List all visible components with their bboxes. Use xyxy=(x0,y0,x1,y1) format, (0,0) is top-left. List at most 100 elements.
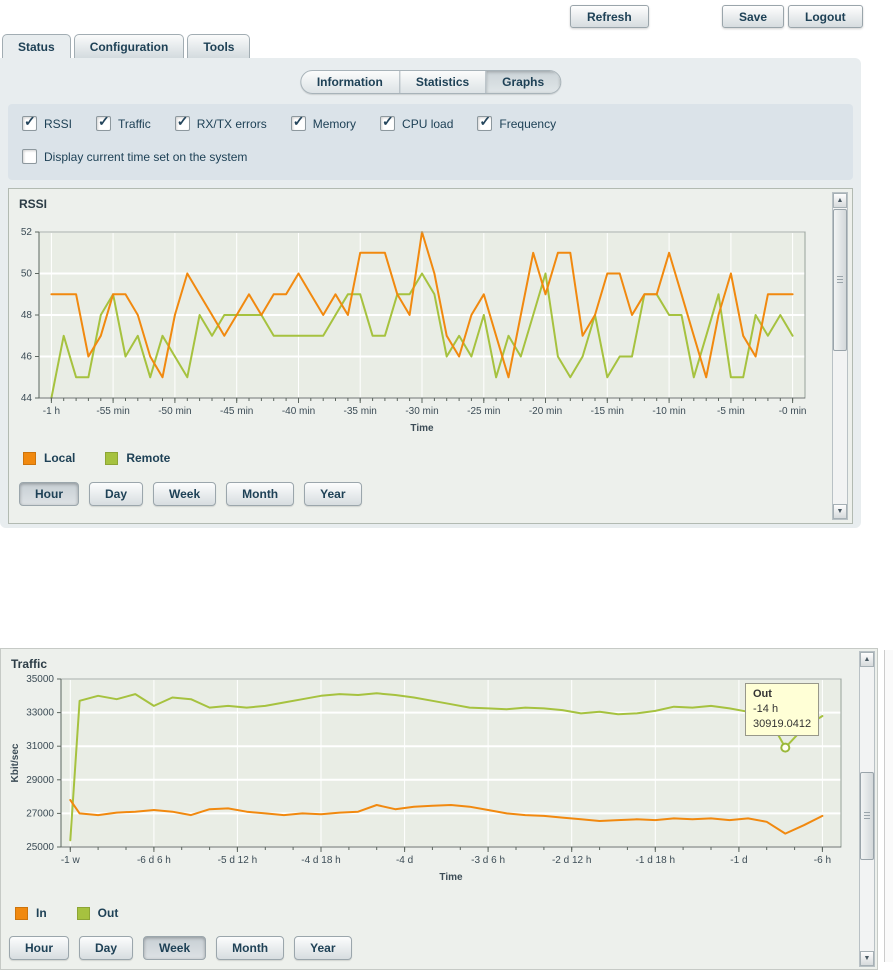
svg-text:-5 min: -5 min xyxy=(717,406,745,417)
display-time-row: ✓ Display current time set on the system xyxy=(22,149,247,164)
checkbox-frequency[interactable]: ✓ Frequency xyxy=(477,113,557,131)
svg-text:Time: Time xyxy=(439,872,463,883)
scrollbar-thumb[interactable] xyxy=(860,772,874,860)
checkbox-rxtx-errors[interactable]: ✓ RX/TX errors xyxy=(174,113,267,131)
svg-text:-6 h: -6 h xyxy=(814,855,831,866)
checkbox-rssi[interactable]: ✓ RSSI xyxy=(22,113,73,131)
scroll-down-icon[interactable]: ▼ xyxy=(833,504,847,519)
checkbox-label: RX/TX errors xyxy=(196,116,267,131)
check-icon: ✓ xyxy=(98,113,110,129)
svg-text:-25 min: -25 min xyxy=(467,406,500,417)
checkbox-label: Frequency xyxy=(499,116,557,131)
svg-text:-20 min: -20 min xyxy=(529,406,562,417)
sub-tabs: Information Statistics Graphs xyxy=(299,70,562,94)
main-tabs: Status Configuration Tools xyxy=(2,34,251,60)
scroll-up-icon[interactable]: ▲ xyxy=(833,193,847,208)
scrollbar-thumb[interactable] xyxy=(833,209,847,351)
cpu-checkbox-box[interactable]: ✓ xyxy=(380,113,396,131)
check-icon: ✓ xyxy=(382,113,394,129)
rssi-chart-panel: RSSI -1 h -55 min -50 min -45 min -40 min -35… xyxy=(8,188,853,524)
rssi-legend: Local Remote xyxy=(23,451,170,465)
in-color-swatch xyxy=(15,906,28,920)
legend-label: Local xyxy=(44,451,76,465)
tab-tools[interactable]: Tools xyxy=(187,34,251,60)
checkbox-label: RSSI xyxy=(44,116,73,131)
traffic-week-button[interactable]: Week xyxy=(143,936,207,960)
traffic-scrollbar[interactable]: ▲ ▼ xyxy=(859,651,875,967)
checkbox-traffic[interactable]: ✓ Traffic xyxy=(96,113,151,131)
tooltip-series: Out xyxy=(753,688,772,700)
svg-text:-1 d: -1 d xyxy=(730,855,747,866)
display-time-checkbox-box[interactable]: ✓ xyxy=(22,149,37,164)
rssi-hour-button[interactable]: Hour xyxy=(19,482,79,506)
frequency-checkbox-box[interactable]: ✓ xyxy=(477,113,493,131)
remote-color-swatch xyxy=(105,451,119,465)
svg-text:46: 46 xyxy=(21,352,33,363)
traffic-chart-title: Traffic xyxy=(11,657,48,671)
svg-text:33000: 33000 xyxy=(26,708,54,719)
save-button[interactable]: Save xyxy=(722,5,785,28)
svg-text:Time: Time xyxy=(410,423,434,434)
rssi-year-button[interactable]: Year xyxy=(304,482,362,506)
subtab-statistics[interactable]: Statistics xyxy=(398,71,485,93)
local-color-swatch xyxy=(23,451,36,465)
status-panel: Information Statistics Graphs ✓ RSSI ✓ T… xyxy=(0,58,861,528)
svg-text:-35 min: -35 min xyxy=(344,406,377,417)
tab-configuration[interactable]: Configuration xyxy=(73,34,185,60)
traffic-chart: -1 w -6 d 6 h -5 d 12 h -4 d 18 h -4 d -3 d 6… xyxy=(5,667,855,892)
check-icon: ✓ xyxy=(176,113,189,129)
legend-item-local: Local xyxy=(23,451,75,465)
svg-text:-50 min: -50 min xyxy=(158,406,191,417)
checkbox-label: Memory xyxy=(312,116,357,131)
checkbox-cpu-load[interactable]: ✓ CPU load xyxy=(380,113,454,131)
svg-text:-55 min: -55 min xyxy=(96,406,129,417)
subtab-information[interactable]: Information xyxy=(316,75,383,89)
rssi-scrollbar[interactable]: ▲ ▼ xyxy=(832,192,848,520)
rssi-week-button[interactable]: Week xyxy=(153,482,217,506)
svg-text:-4 d 18 h: -4 d 18 h xyxy=(301,855,340,866)
svg-text:35000: 35000 xyxy=(26,674,54,685)
svg-text:-1 w: -1 w xyxy=(61,855,81,866)
svg-text:-5 d 12 h: -5 d 12 h xyxy=(218,855,257,866)
memory-checkbox-box[interactable]: ✓ xyxy=(290,113,306,131)
traffic-month-button[interactable]: Month xyxy=(216,936,285,960)
svg-text:50: 50 xyxy=(21,269,33,280)
legend-label: In xyxy=(36,906,47,920)
svg-text:-1 h: -1 h xyxy=(43,406,60,417)
scroll-down-icon[interactable]: ▼ xyxy=(860,951,874,966)
checkbox-display-time[interactable]: ✓ Display current time set on the system xyxy=(22,149,247,164)
checkbox-memory[interactable]: ✓ Memory xyxy=(290,113,357,131)
rssi-checkbox-box[interactable]: ✓ xyxy=(22,113,37,131)
subtab-graphs[interactable]: Graphs xyxy=(485,71,561,93)
scroll-up-icon[interactable]: ▲ xyxy=(860,652,874,667)
svg-text:-6 d 6 h: -6 d 6 h xyxy=(137,855,171,866)
svg-text:-15 min: -15 min xyxy=(591,406,624,417)
traffic-hour-button[interactable]: Hour xyxy=(9,936,69,960)
check-icon: ✓ xyxy=(479,113,492,129)
checkbox-label: CPU load xyxy=(402,116,454,131)
rssi-month-button[interactable]: Month xyxy=(226,482,295,506)
svg-text:-0 min: -0 min xyxy=(779,406,807,417)
traffic-checkbox-box[interactable]: ✓ xyxy=(96,113,112,131)
refresh-button[interactable]: Refresh xyxy=(570,5,649,28)
checkbox-label: Traffic xyxy=(118,116,151,131)
svg-text:-3 d 6 h: -3 d 6 h xyxy=(471,855,505,866)
traffic-year-button[interactable]: Year xyxy=(294,936,352,960)
check-icon: ✓ xyxy=(292,113,305,129)
rxtx-checkbox-box[interactable]: ✓ xyxy=(174,113,190,131)
legend-item-out: Out xyxy=(76,906,119,920)
logout-button[interactable]: Logout xyxy=(788,5,863,28)
tab-status[interactable]: Status xyxy=(2,34,71,60)
traffic-day-button[interactable]: Day xyxy=(79,936,134,960)
svg-text:48: 48 xyxy=(21,310,33,321)
svg-text:-4 d: -4 d xyxy=(396,855,413,866)
svg-text:-45 min: -45 min xyxy=(220,406,253,417)
rssi-day-button[interactable]: Day xyxy=(89,482,144,506)
legend-label: Remote xyxy=(126,451,171,465)
svg-text:31000: 31000 xyxy=(26,741,54,752)
legend-label: Out xyxy=(97,906,119,920)
svg-text:-10 min: -10 min xyxy=(652,406,685,417)
svg-text:27000: 27000 xyxy=(26,808,54,819)
check-icon: ✓ xyxy=(24,113,36,129)
chart-tooltip: Out -14 h 30919.0412 xyxy=(745,683,820,736)
